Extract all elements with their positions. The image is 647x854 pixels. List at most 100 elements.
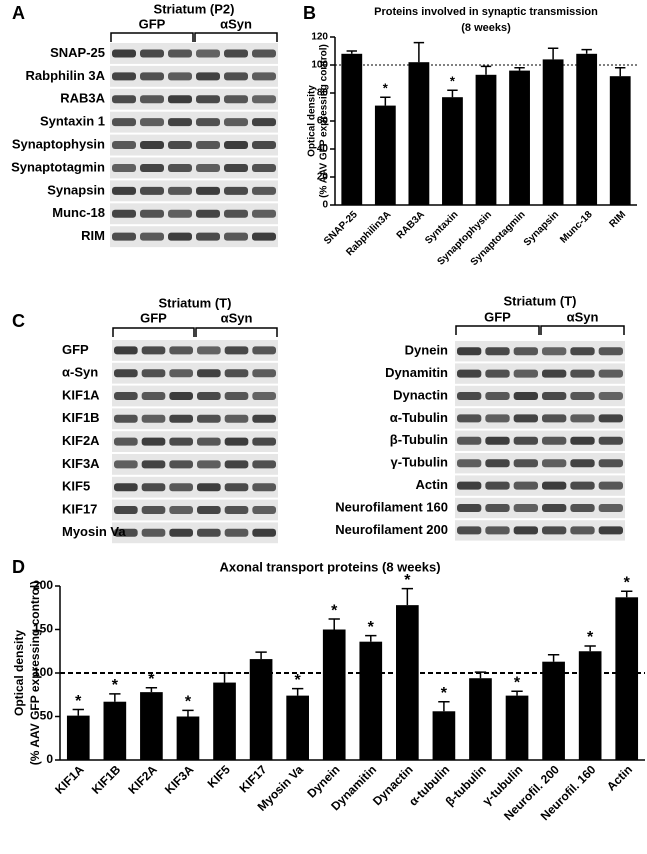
- blot-band: [542, 526, 567, 535]
- blot-band: [598, 414, 623, 423]
- x-tick-label: Actin: [604, 762, 635, 793]
- blot-band: [224, 141, 248, 150]
- blot-band: [513, 414, 538, 423]
- significance-marker: *: [587, 629, 594, 646]
- blot-row: [112, 499, 278, 521]
- y-tick-label: 120: [311, 32, 328, 43]
- blot-band: [252, 209, 276, 218]
- blot-band: [140, 232, 164, 241]
- blot-row: [112, 431, 278, 452]
- error-bar: [72, 708, 84, 716]
- y-tick-label: 150: [33, 622, 53, 636]
- y-axis-title: (% AAV GFP expressing control): [319, 44, 330, 198]
- significance-marker: *: [404, 572, 411, 589]
- x-tick-label: KIF1A: [52, 762, 87, 797]
- blot-row: [112, 454, 278, 475]
- error-bar: [480, 65, 492, 75]
- blot-band: [196, 118, 220, 127]
- bar: [341, 53, 363, 205]
- group-label: αSyn: [567, 309, 599, 324]
- y-tick-label: 0: [322, 200, 328, 211]
- blot-band: [457, 436, 482, 445]
- blot-row: [455, 385, 625, 407]
- significance-marker: *: [185, 694, 192, 711]
- blot-band: [252, 118, 276, 127]
- x-tick-label: RIM: [607, 209, 628, 230]
- group-bracket: [195, 327, 278, 337]
- chart-title: Proteins involved in synaptic transmissi…: [374, 6, 598, 18]
- blot-row-label: α-Syn: [62, 365, 98, 380]
- blot-row: [112, 408, 278, 430]
- blot-band: [570, 481, 595, 490]
- error-bar: [255, 651, 267, 660]
- blot-band: [114, 369, 138, 378]
- blot-band: [196, 232, 220, 241]
- error-bar: [547, 47, 559, 60]
- blot-band: [457, 369, 482, 378]
- blot-band: [224, 392, 249, 400]
- error-bar: [401, 587, 414, 606]
- group-bracket: [455, 325, 540, 335]
- blot-band: [112, 95, 136, 104]
- blot-band: [598, 369, 623, 378]
- blot-band: [112, 163, 136, 172]
- blot-band: [598, 504, 623, 512]
- blot-band: [252, 414, 276, 423]
- blot-row-label: Munc-18: [52, 205, 105, 220]
- group-label: GFP: [140, 310, 167, 325]
- blot-band: [169, 483, 193, 492]
- blot-band: [224, 118, 248, 127]
- y-tick-label: 0: [46, 752, 53, 766]
- blot-row: [110, 203, 278, 225]
- error-bar: [474, 671, 487, 679]
- bar: [509, 70, 530, 205]
- blot-band: [542, 392, 567, 400]
- x-tick-label: KIF5: [205, 762, 234, 791]
- blot-band: [252, 437, 276, 446]
- blot-band: [197, 483, 221, 492]
- blot-band: [252, 369, 276, 378]
- blot-band: [168, 209, 192, 218]
- blot-row-label: γ-Tubulin: [390, 455, 448, 470]
- blot-band: [168, 118, 192, 127]
- blot-band: [252, 392, 276, 400]
- blot-band: [141, 437, 166, 446]
- blot-band: [140, 118, 164, 127]
- blot-band: [224, 483, 249, 492]
- blot-band: [114, 346, 138, 355]
- blot-band: [224, 163, 248, 172]
- blot-band: [140, 95, 164, 104]
- blot-band: [114, 392, 138, 400]
- y-tick-label: 100: [311, 60, 328, 71]
- blot-band: [570, 369, 595, 378]
- blot-band: [196, 49, 220, 58]
- bar: [140, 692, 163, 760]
- blot-band: [252, 346, 276, 355]
- blot-row-label: β-Tubulin: [390, 432, 448, 447]
- bar: [609, 76, 631, 205]
- blot-row: [112, 476, 278, 498]
- bar: [442, 97, 463, 205]
- panel-label: D: [12, 557, 25, 577]
- blot-band: [252, 528, 276, 537]
- blot-row-label: Myosin Va: [62, 524, 126, 539]
- blot-row: [455, 475, 625, 496]
- blot-band: [542, 504, 567, 512]
- blot-band: [112, 209, 136, 218]
- blot-band: [513, 459, 538, 468]
- blot-band: [168, 95, 192, 104]
- blot-band: [542, 347, 567, 356]
- significance-marker: *: [624, 574, 631, 591]
- blot-band: [252, 232, 276, 241]
- blot-band: [196, 186, 220, 195]
- blot-title: Striatum (T): [504, 293, 577, 308]
- blot-band: [570, 414, 595, 423]
- blot-band: [197, 506, 221, 514]
- error-bar: [145, 687, 158, 693]
- blot-band: [598, 347, 623, 356]
- bar: [103, 701, 127, 760]
- blot-band: [224, 49, 248, 58]
- blot-band: [114, 506, 138, 514]
- blot-band: [114, 528, 138, 537]
